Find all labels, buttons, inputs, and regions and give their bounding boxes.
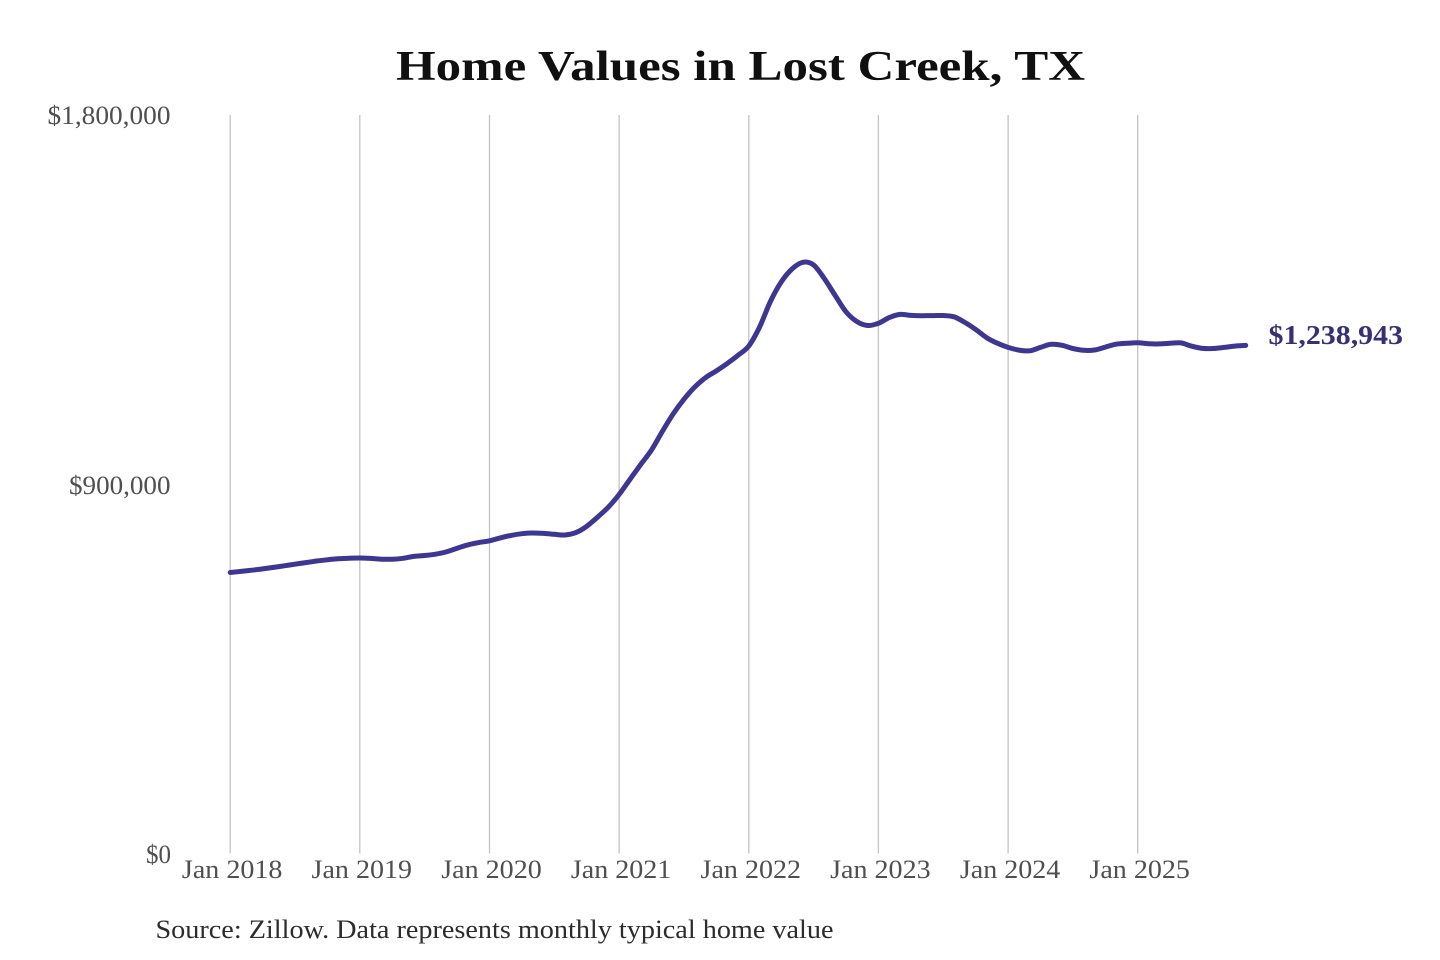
svg-text:Jan 2023: Jan 2023 [830,855,931,884]
svg-text:Home Values in Lost Creek, TX: Home Values in Lost Creek, TX [396,44,1085,90]
svg-text:Jan 2020: Jan 2020 [441,855,542,884]
svg-text:Jan 2018: Jan 2018 [182,855,283,884]
svg-text:Jan 2019: Jan 2019 [312,855,413,884]
svg-text:Jan 2022: Jan 2022 [701,855,802,884]
svg-text:Jan 2021: Jan 2021 [571,855,672,884]
svg-text:Jan 2025: Jan 2025 [1089,855,1190,884]
svg-text:Source: Zillow. Data represent: Source: Zillow. Data represents monthly … [156,915,834,944]
svg-text:Jan 2024: Jan 2024 [960,855,1061,884]
svg-text:$900,000: $900,000 [69,471,171,500]
svg-text:$0: $0 [146,840,171,869]
svg-text:$1,238,943: $1,238,943 [1269,320,1404,350]
svg-text:$1,800,000: $1,800,000 [48,101,171,130]
